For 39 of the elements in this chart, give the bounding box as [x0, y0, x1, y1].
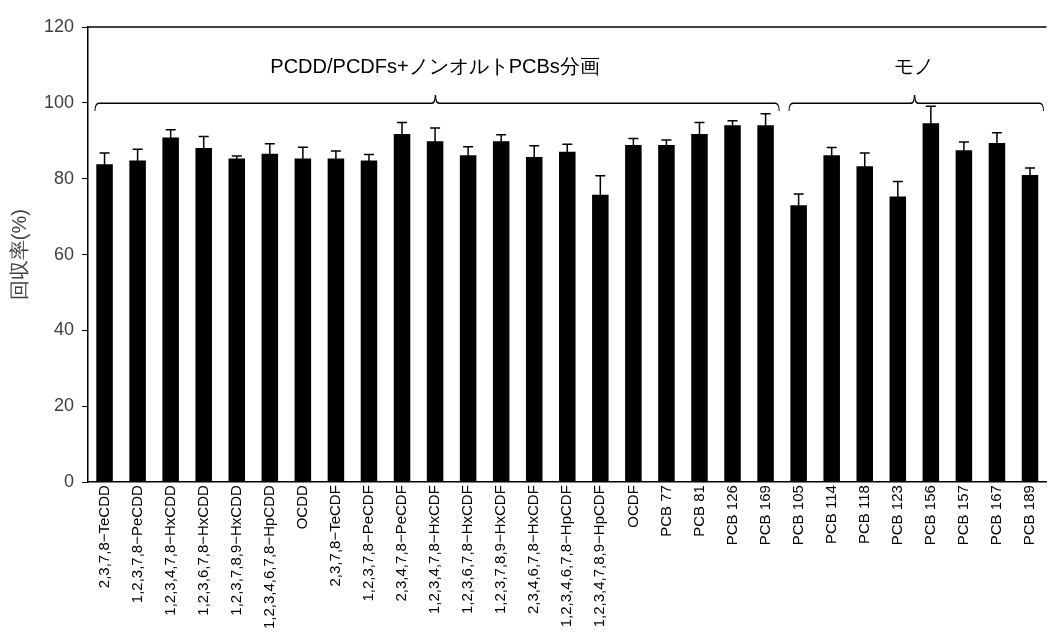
x-tick-label: 1,2,3,4,6,7,8−HpCDF — [557, 485, 575, 628]
y-axis-title: 回収率(%) — [7, 209, 30, 301]
x-tick-label: PCB 77 — [656, 485, 674, 537]
y-tick-label: 100 — [43, 91, 75, 112]
annotation: PCDD/PCDFs+ノンオルトPCBs分画 — [270, 54, 600, 77]
x-tick-label: 1,2,3,7,8,9−HxCDD — [226, 485, 244, 616]
x-tick-label: PCB 123 — [887, 485, 905, 546]
x-tick-label: PCB 81 — [689, 485, 707, 537]
y-tick-label: 0 — [64, 471, 75, 492]
x-tick-label: 2,3,4,7,8−PeCDF — [392, 485, 410, 602]
x-tick-label: 2,3,7,8−TeCDD — [94, 485, 112, 589]
y-tick-label: 60 — [54, 243, 75, 264]
y-tick-label: 20 — [54, 395, 75, 416]
x-tick-label: 1,2,3,6,7,8−HxCDD — [193, 485, 211, 616]
x-tick-label: PCB 156 — [920, 485, 938, 546]
x-tick-label: 1,2,3,4,7,8,9−HpCDF — [590, 485, 608, 628]
x-tick-label: 1,2,3,4,6,7,8−HpCDD — [259, 485, 277, 630]
x-tick-label: PCB 169 — [755, 485, 773, 546]
x-tick-label: OCDD — [293, 485, 311, 530]
x-tick-label: 1,2,3,4,7,8−HxCDD — [160, 485, 178, 616]
x-tick-label: PCB 157 — [954, 485, 972, 546]
x-tick-label: 1,2,3,7,8−PeCDF — [359, 485, 377, 602]
y-tick-label: 80 — [54, 167, 75, 188]
x-tick-label: PCB 126 — [722, 485, 740, 546]
x-tick-label: OCDF — [623, 485, 641, 528]
x-tick-label: PCB 118 — [854, 485, 872, 545]
x-tick-label: 1,2,3,4,7,8−HxCDF — [425, 485, 443, 614]
x-tick-label: 1,2,3,7,8,9−HxCDF — [491, 485, 509, 614]
x-tick-label: 2,3,7,8−TeCDF — [326, 485, 344, 587]
x-tick-label: 2,3,4,6,7,8−HxCDF — [524, 485, 542, 614]
x-tick-label: 1,2,3,6,7,8−HxCDF — [458, 485, 476, 614]
y-tick-label: 120 — [43, 15, 75, 36]
x-tick-label: PCB 105 — [788, 485, 806, 546]
x-tick-label: PCB 189 — [1020, 485, 1038, 546]
x-tick-label: 1,2,3,7,8−PeCDD — [127, 485, 145, 604]
annotation: モノ — [894, 54, 935, 77]
x-tick-label: PCB 167 — [987, 485, 1005, 546]
y-tick-label: 40 — [54, 319, 75, 340]
x-tick-label: PCB 114 — [821, 485, 839, 545]
